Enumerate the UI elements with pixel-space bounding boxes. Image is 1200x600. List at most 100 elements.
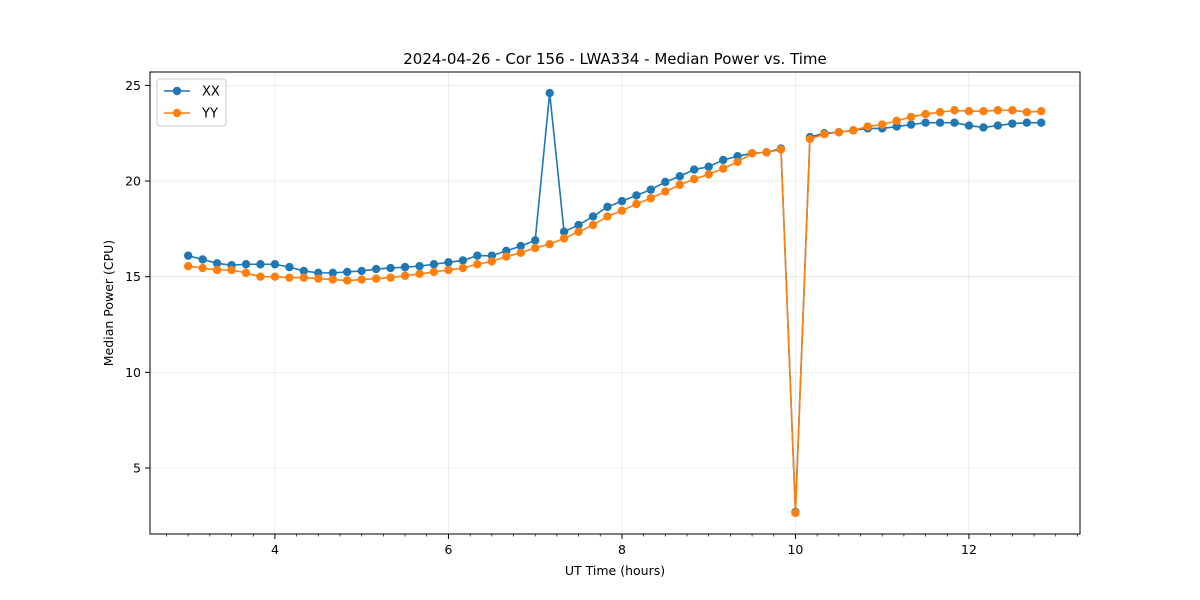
x-tick-label: 8 [618,542,626,557]
data-point-xx [545,88,554,98]
data-point-xx [371,264,381,274]
data-point-yy [704,170,713,179]
data-point-yy [545,239,554,249]
data-point-yy [675,180,685,190]
data-point-yy [357,275,366,284]
data-point-xx [183,251,193,260]
data-point-yy [935,107,945,117]
data-point-xx [487,251,497,260]
data-point-yy [400,271,410,280]
data-point-xx [1037,118,1046,127]
data-point-xx [646,185,656,194]
data-point-xx [285,262,294,272]
data-point-xx [632,191,641,200]
data-point-xx [733,151,742,161]
data-point-yy [574,227,583,236]
data-point-xx [342,267,352,277]
data-point-yy [342,276,352,285]
data-point-yy [473,260,482,269]
data-point-yy [516,248,525,257]
data-point-yy [444,265,453,275]
data-point-xx [198,255,207,264]
data-point-yy [241,268,251,278]
data-point-yy [270,272,280,281]
series-layer [183,88,1046,518]
data-point-yy [227,265,236,275]
x-tick-label: 12 [961,542,977,557]
data-point-yy [588,220,598,230]
data-point-yy [1037,107,1046,116]
data-point-yy [646,194,656,203]
data-point-yy [256,272,265,281]
data-point-xx [241,260,251,269]
data-point-xx [415,261,424,271]
data-point-xx [299,266,309,276]
data-point-yy [993,106,1003,115]
data-point-xx [328,268,337,278]
data-point-xx [993,121,1003,130]
data-point-yy [328,275,337,284]
data-point-xx [1008,119,1017,128]
data-point-yy [603,212,612,221]
data-point-xx [559,227,569,236]
data-point-yy [212,265,222,275]
data-point-xx [516,241,525,251]
data-point-xx [473,251,482,260]
y-axis-label: Median Power (CPU) [101,240,116,366]
data-point-xx [906,120,916,129]
data-point-xx [357,266,366,276]
y-tick-label: 10 [125,365,141,380]
data-point-yy [791,508,800,518]
data-point-yy [198,263,207,273]
y-tick-label: 20 [125,174,141,189]
data-point-yy [487,257,497,266]
data-point-xx [718,155,728,165]
data-point-xx [690,165,699,174]
data-point-xx [400,262,410,272]
data-point-xx [458,256,468,265]
data-point-xx [921,118,930,127]
data-point-yy [429,267,439,277]
x-axis-label: UT Time (hours) [565,563,665,578]
data-point-xx [964,121,974,130]
data-point-yy [530,243,540,253]
data-point-yy [718,164,728,173]
data-point-xx [256,260,265,269]
series-yy [183,106,1046,518]
data-point-yy [299,273,309,282]
data-point-xx [429,260,439,269]
y-tick-label: 15 [125,269,141,284]
data-point-yy [1008,106,1017,115]
data-point-yy [314,274,323,283]
data-point-xx [588,212,598,221]
data-point-xx [892,122,901,131]
data-point-yy [849,126,858,135]
data-point-yy [502,252,511,261]
data-point-yy [458,263,468,273]
data-point-yy [776,145,786,154]
data-point-yy [747,149,757,158]
data-point-yy [921,109,930,119]
data-point-xx [661,177,670,187]
data-point-yy [733,157,742,167]
data-point-xx [530,236,540,245]
y-tick-label: 5 [133,461,141,476]
data-point-yy [878,120,887,129]
data-point-xx [675,172,685,181]
data-point-xx [704,162,713,171]
legend-marker-xx [172,86,182,96]
data-point-yy [285,273,294,282]
data-point-yy [1022,107,1032,117]
legend: XX YY [156,78,227,127]
data-point-yy [183,261,193,271]
data-point-xx [502,246,511,256]
legend-label-yy: YY [201,107,218,122]
data-point-xx [270,260,280,269]
data-point-xx [979,123,988,132]
data-point-xx [314,268,323,278]
data-point-yy [979,107,988,116]
data-point-xx [935,118,945,127]
data-point-yy [964,107,974,116]
data-point-xx [444,258,453,267]
